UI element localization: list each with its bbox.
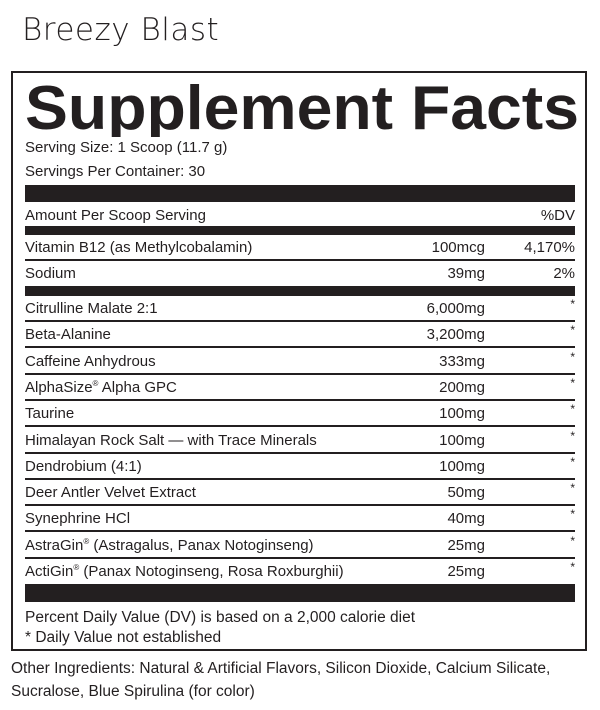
nutrient-dv: *	[570, 560, 575, 574]
registered-mark: ®	[83, 536, 90, 546]
nutrient-name: Caffeine Anhydrous	[25, 353, 156, 370]
nutrient-name-text: Deer Antler Velvet Extract	[25, 484, 196, 502]
nutrient-dv: *	[570, 481, 575, 496]
nutrient-row: ActiGin® (Panax Notoginseng, Rosa Roxbur…	[25, 559, 575, 585]
nutrient-name-text: Citrulline Malate 2:1	[25, 300, 158, 317]
nutrient-dv: *	[570, 533, 575, 548]
nutrient-name-text: Synephrine HCl	[25, 510, 131, 528]
nutrient-name: AlphaSize® Alpha GPC	[25, 379, 177, 396]
nutrient-name-text: Beta-Alanine	[25, 326, 111, 344]
nutrient-row: Himalayan Rock Salt — with Trace Mineral…	[25, 428, 575, 454]
nutrient-name: Sodium	[25, 265, 76, 282]
nutrient-row: Taurine 100mg *	[25, 401, 575, 428]
dv-header: %DV	[540, 207, 575, 224]
nutrient-row: Beta-Alanine 3,200mg *	[25, 322, 575, 349]
nutrient-row: AlphaSize® Alpha GPC 200mg *	[25, 375, 575, 401]
nutrient-dv: 4,170%	[524, 239, 575, 256]
nutrient-amount: 100mg	[439, 457, 485, 475]
nutrient-dv: *	[570, 349, 575, 364]
nutrient-amount: 100mg	[439, 405, 485, 423]
nutrient-name: Dendrobium (4:1)	[25, 458, 142, 475]
nutrient-name: ActiGin® (Panax Notoginseng, Rosa Roxbur…	[25, 563, 344, 580]
nutrient-name: Beta-Alanine	[25, 326, 111, 343]
nutrient-name-rest: Alpha GPC	[98, 378, 177, 396]
divider-thick	[25, 185, 575, 202]
nutrient-name-text: Caffeine Anhydrous	[25, 352, 156, 370]
nutrient-name: Taurine	[25, 405, 74, 422]
nutrient-dv: *	[570, 375, 575, 390]
nutrient-dv: *	[570, 428, 575, 443]
nutrient-amount: 333mg	[439, 352, 485, 370]
nutrient-name: Synephrine HCl	[25, 510, 130, 527]
nutrient-row: Citrulline Malate 2:1 6,000mg *	[25, 296, 575, 322]
nutrient-row: Sodium 39mg 2%	[25, 261, 575, 287]
nutrient-amount: 40mg	[447, 510, 485, 528]
amount-header: Amount Per Scoop Serving	[25, 207, 206, 224]
nutrient-name-text: ActiGin	[25, 563, 74, 580]
nutrient-name: Himalayan Rock Salt — with Trace Mineral…	[25, 432, 317, 449]
nutrient-row: Deer Antler Velvet Extract 50mg *	[25, 480, 575, 507]
nutrient-name-text: Dendrobium (4:1)	[25, 457, 142, 475]
nutrient-row: Synephrine HCl 40mg *	[25, 506, 575, 533]
nutrient-name: AstraGin® (Astragalus, Panax Notoginseng…	[25, 537, 314, 554]
nutrient-name-rest: (Astragalus, Panax Notoginseng)	[89, 536, 314, 554]
nutrient-amount: 6,000mg	[426, 300, 485, 317]
nutrient-row: Caffeine Anhydrous 333mg *	[25, 349, 575, 375]
nutrient-name-text: Himalayan Rock Salt — with Trace Mineral…	[25, 431, 317, 449]
nutrient-dv: *	[570, 297, 575, 311]
nutrient-name-text: Sodium	[25, 264, 76, 282]
nutrient-amount: 100mg	[439, 431, 485, 449]
nutrient-name-rest: (Panax Notoginseng, Rosa Roxburghii)	[79, 563, 344, 580]
other-ingredients: Other Ingredients: Natural & Artificial …	[11, 660, 551, 700]
nutrient-dv: *	[570, 507, 575, 522]
panel-title-text: Supplement Facts	[25, 77, 579, 137]
flavor-name: Breezy Blast	[22, 12, 220, 48]
nutrient-name: Citrulline Malate 2:1	[25, 300, 158, 317]
panel-title: Supplement Facts	[25, 77, 579, 137]
serving-size: Serving Size: 1 Scoop (11.7 g)	[25, 139, 228, 156]
divider-medium	[25, 286, 575, 296]
nutrient-amount: 25mg	[447, 563, 485, 580]
nutrient-amount: 100mcg	[431, 239, 485, 256]
footnote-star: * Daily Value not established	[25, 629, 222, 646]
registered-mark: ®	[73, 563, 80, 572]
footnote-dv: Percent Daily Value (DV) is based on a 2…	[25, 609, 416, 626]
column-header-row: Amount Per Scoop Serving %DV	[25, 203, 575, 225]
supplement-facts-panel: Supplement Facts Serving Size: 1 Scoop (…	[11, 71, 587, 651]
nutrient-row: AstraGin® (Astragalus, Panax Notoginseng…	[25, 533, 575, 559]
divider-thick	[25, 584, 575, 602]
nutrient-name-text: AlphaSize	[25, 378, 93, 396]
divider-medium	[25, 226, 575, 235]
nutrient-dv: *	[570, 323, 575, 338]
nutrient-name-text: AstraGin	[25, 536, 84, 554]
nutrient-amount: 3,200mg	[426, 326, 485, 344]
nutrient-dv: 2%	[553, 264, 575, 282]
nutrient-name: Vitamin B12 (as Methylcobalamin)	[25, 239, 252, 256]
nutrient-amount: 50mg	[447, 484, 485, 502]
nutrient-name: Deer Antler Velvet Extract	[25, 484, 196, 501]
nutrient-row: Vitamin B12 (as Methylcobalamin) 100mcg 4,…	[25, 235, 575, 261]
nutrient-amount: 39mg	[447, 264, 485, 282]
nutrient-amount: 25mg	[447, 536, 485, 554]
nutrient-amount: 200mg	[439, 378, 485, 396]
nutrient-name-text: Vitamin B12 (as Methylcobalamin)	[25, 239, 253, 256]
servings-per-container: Servings Per Container: 30	[25, 163, 206, 180]
nutrient-row: Dendrobium (4:1) 100mg *	[25, 454, 575, 480]
nutrient-dv: *	[570, 402, 575, 417]
nutrient-dv: *	[570, 454, 575, 469]
nutrient-name-text: Taurine	[25, 405, 75, 423]
registered-mark: ®	[92, 378, 99, 388]
